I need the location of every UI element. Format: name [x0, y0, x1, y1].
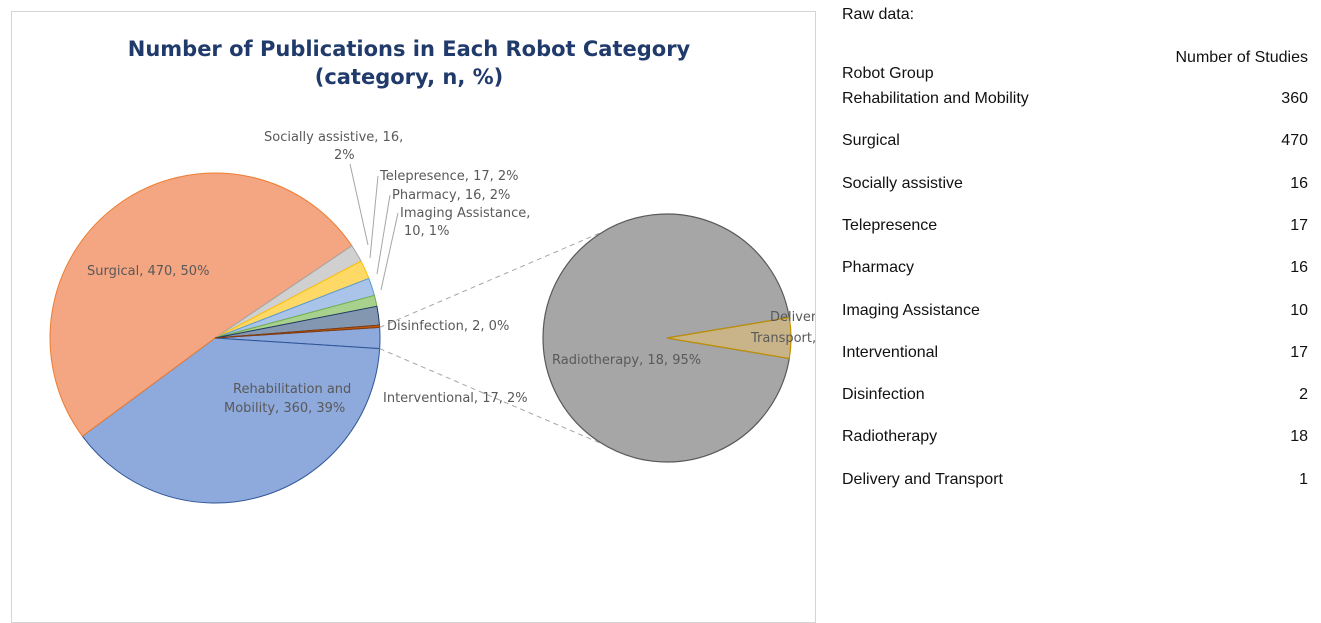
row-name: Radiotherapy	[842, 428, 938, 446]
row-name: Delivery and Transport	[842, 470, 1003, 488]
leader-line	[376, 194, 391, 275]
row-name: Surgical	[842, 132, 900, 150]
raw-data-title: Raw data:	[842, 6, 915, 23]
table-row: Surgical 470	[842, 132, 1308, 154]
row-value: 16	[1290, 259, 1308, 277]
row-value: 17	[1290, 343, 1308, 361]
data-label-socially-assistive: Socially assistive, 16,	[264, 130, 403, 145]
chart-area: Number of Publications in Each Robot Cat…	[11, 11, 816, 623]
row-name: Interventional	[842, 343, 939, 361]
row-value: 360	[1281, 90, 1308, 107]
table-row: Delivery and Transport 1	[842, 471, 1308, 493]
table-row: Pharmacy 16	[842, 259, 1308, 281]
table-row: Radiotherapy 18	[842, 428, 1308, 450]
data-label-disinfection: Disinfection, 2, 0%	[387, 319, 509, 334]
row-name: Socially assistive	[842, 174, 963, 192]
data-label-socially-assistive: 2%	[334, 148, 355, 163]
column-header-number-of-studies: Number of Studies	[1175, 49, 1308, 66]
table-row: Rehabilitation and Mobility 360	[842, 90, 1308, 112]
data-label-delivery-and-transport: Delivery and	[770, 310, 815, 325]
table-row: Telepresence 17	[842, 217, 1308, 239]
slice-labels: Rehabilitation and Mobility, 360, 39% Surg…	[87, 130, 815, 416]
row-value: 10	[1290, 301, 1308, 319]
chart-title-line2: (category, n, %)	[315, 65, 504, 89]
leader-line	[380, 212, 399, 291]
pie-chart-svg: Number of Publications in Each Robot Cat…	[49, 37, 815, 504]
slice-radiotherapy	[542, 213, 791, 463]
data-label-telepresence: Telepresence, 17, 2%	[379, 169, 519, 184]
data-label-imaging-assistance: 10, 1%	[404, 224, 449, 239]
column-header-robot-group: Robot Group	[842, 65, 934, 82]
row-value: 17	[1290, 216, 1308, 234]
data-label-surgical: Surgical, 470, 50%	[87, 264, 209, 279]
leader-line	[349, 163, 369, 246]
row-value: 16	[1290, 174, 1308, 192]
data-label-rehabilitation-and-mobility: Rehabilitation and	[233, 382, 351, 397]
data-label-interventional: Interventional, 17, 2%	[383, 391, 528, 406]
table-row: Imaging Assistance 10	[842, 302, 1308, 324]
leader-line	[369, 175, 379, 259]
data-label-rehabilitation-and-mobility: Mobility, 360, 39%	[224, 401, 345, 416]
row-name: Rehabilitation and Mobility	[842, 90, 1029, 107]
raw-data-panel: Raw data: Number of Studies Robot Group …	[842, 0, 1312, 623]
table-row: Interventional 17	[842, 344, 1308, 366]
table-row: Disinfection 2	[842, 386, 1308, 408]
row-value: 2	[1299, 386, 1308, 404]
main-pie	[49, 172, 381, 504]
chart-title-line1: Number of Publications in Each Robot Cat…	[128, 37, 691, 61]
slice-delivery-and-transport	[666, 316, 792, 360]
data-label-imaging-assistance: Imaging Assistance,	[400, 206, 530, 221]
row-name: Telepresence	[842, 216, 938, 234]
row-value: 470	[1281, 132, 1308, 150]
slice-rehabilitation-and-mobility	[81, 337, 381, 504]
row-name: Pharmacy	[842, 259, 915, 277]
table-row: Socially assistive 16	[842, 175, 1308, 197]
data-label-delivery-and-transport: Transport, 1, 5%	[750, 331, 815, 346]
slice-surgical	[49, 172, 353, 437]
row-value: 1	[1299, 470, 1308, 488]
row-name: Disinfection	[842, 386, 925, 404]
secondary-pie	[542, 213, 792, 463]
row-name: Imaging Assistance	[842, 301, 980, 319]
data-label-radiotherapy: Radiotherapy, 18, 95%	[552, 353, 701, 368]
row-value: 18	[1290, 428, 1308, 446]
data-label-pharmacy: Pharmacy, 16, 2%	[392, 188, 510, 203]
